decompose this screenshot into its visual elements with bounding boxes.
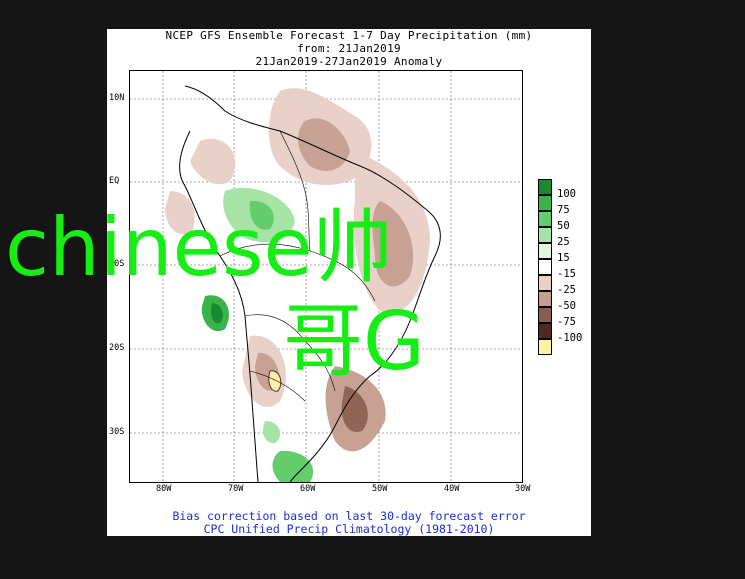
lat-label-10s: 10S (109, 259, 125, 269)
legend-swatch (538, 275, 552, 291)
legend-swatch (538, 211, 552, 227)
lat-label-eq: EQ (109, 176, 120, 186)
wet-anomaly-areas (201, 187, 314, 482)
legend-label: -15 (557, 268, 576, 280)
legend-label: 100 (557, 188, 576, 200)
precipitation-anomaly-map (129, 70, 523, 483)
legend-swatch (538, 339, 552, 355)
watermark-line-2: 哥G (283, 295, 425, 388)
legend-label: -100 (557, 332, 583, 344)
legend-swatch (538, 195, 552, 211)
legend-swatch (538, 307, 552, 323)
legend-swatch (538, 259, 552, 275)
legend-label: 50 (557, 220, 570, 232)
coastline (179, 85, 441, 482)
lon-label-50w: 50W (372, 484, 388, 494)
legend-label: 75 (557, 204, 570, 216)
watermark-line-1: chinese帅 (5, 201, 393, 294)
map-svg (130, 71, 522, 482)
lon-label-40w: 40W (444, 484, 460, 494)
legend-swatch (538, 179, 552, 195)
legend-swatch (538, 227, 552, 243)
lon-label-60w: 60W (300, 484, 316, 494)
footer-line-1: Bias correction based on last 30-day for… (172, 509, 526, 523)
legend-swatch (538, 323, 552, 339)
legend-swatch (538, 243, 552, 259)
title-line-3: 21Jan2019-27Jan2019 Anomaly (255, 55, 443, 68)
legend-label: -75 (557, 316, 576, 328)
lat-label-10n: 10N (109, 93, 125, 103)
lat-label-20s: 20S (109, 343, 125, 353)
country-borders (219, 130, 376, 402)
legend-swatch (538, 291, 552, 307)
lat-label-30s: 30S (109, 427, 125, 437)
lon-label-30w: 30W (515, 484, 531, 494)
legend-label: 15 (557, 252, 570, 264)
legend-label: -50 (557, 300, 576, 312)
map-panel: NCEP GFS Ensemble Forecast 1-7 Day Preci… (107, 29, 591, 536)
footer-line-2: CPC Unified Precip Climatology (1981-201… (203, 522, 495, 536)
title-line-1: NCEP GFS Ensemble Forecast 1-7 Day Preci… (165, 29, 533, 42)
lon-label-80w: 80W (156, 484, 172, 494)
title-line-2: from: 21Jan2019 (297, 42, 401, 55)
lon-label-70w: 70W (228, 484, 244, 494)
legend-label: 25 (557, 236, 570, 248)
legend-label: -25 (557, 284, 576, 296)
